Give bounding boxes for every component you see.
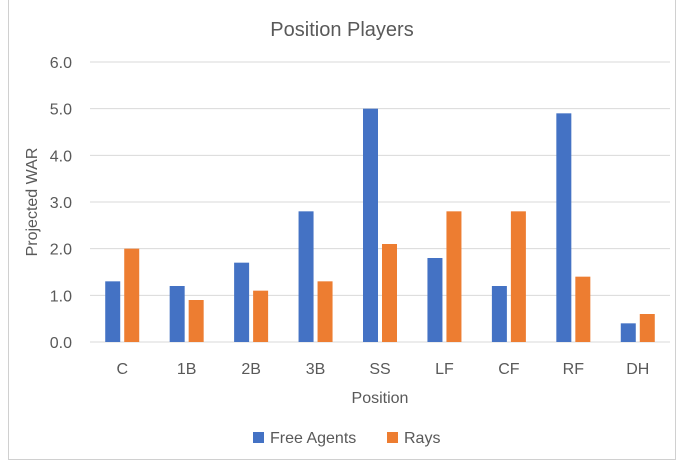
legend-swatch bbox=[387, 432, 398, 443]
x-tick-label: 2B bbox=[241, 361, 261, 378]
bar-rays-cf[interactable] bbox=[510, 211, 526, 342]
bar-free-agents-rf[interactable] bbox=[556, 113, 572, 342]
y-tick-label: 5.0 bbox=[50, 102, 72, 119]
bar-free-agents-3b[interactable] bbox=[298, 211, 314, 342]
x-tick-label: LF bbox=[435, 361, 454, 378]
bar-rays-dh[interactable] bbox=[639, 314, 655, 342]
x-tick-label: DH bbox=[626, 361, 649, 378]
bar-rays-rf[interactable] bbox=[575, 276, 591, 342]
bar-free-agents-cf[interactable] bbox=[491, 286, 507, 342]
bar-rays-3b[interactable] bbox=[317, 281, 333, 342]
bar-rays-ss[interactable] bbox=[382, 244, 397, 342]
bar-rays-c[interactable] bbox=[124, 248, 140, 342]
y-tick-label: 2.0 bbox=[50, 242, 72, 259]
bar-free-agents-2b[interactable] bbox=[234, 262, 250, 342]
legend-label: Free Agents bbox=[270, 430, 356, 447]
legend-label: Rays bbox=[404, 430, 440, 447]
x-tick-label: C bbox=[116, 361, 128, 378]
y-tick-label: 3.0 bbox=[50, 195, 72, 212]
x-tick-label: 3B bbox=[306, 361, 326, 378]
bar-free-agents-1b[interactable] bbox=[169, 286, 185, 342]
y-tick-label: 4.0 bbox=[50, 148, 72, 165]
bars bbox=[105, 108, 655, 343]
x-tick-label: SS bbox=[369, 361, 390, 378]
y-tick-label: 1.0 bbox=[50, 288, 72, 305]
legend-swatch bbox=[253, 432, 264, 443]
bar-rays-2b[interactable] bbox=[253, 290, 269, 342]
gridlines bbox=[90, 61, 670, 343]
bar-rays-lf[interactable] bbox=[446, 211, 462, 342]
y-tick-label: 6.0 bbox=[50, 55, 72, 72]
x-axis-ticks: C 1B 2B 3B SS LF CF RF DH bbox=[116, 361, 649, 378]
x-axis-title: Position bbox=[352, 390, 409, 407]
chart-title: Position Players bbox=[270, 19, 413, 41]
y-tick-label: 0.0 bbox=[50, 335, 72, 352]
bar-free-agents-dh[interactable] bbox=[620, 323, 636, 342]
y-axis-ticks: 0.0 1.0 2.0 3.0 4.0 5.0 6.0 bbox=[50, 55, 72, 352]
bar-free-agents-lf[interactable] bbox=[427, 258, 443, 342]
legend: Free Agents Rays bbox=[253, 430, 440, 447]
x-tick-label: RF bbox=[563, 361, 585, 378]
bar-free-agents-ss[interactable] bbox=[363, 108, 378, 343]
bar-rays-1b[interactable] bbox=[188, 300, 204, 342]
y-axis-title: Projected WAR bbox=[24, 148, 41, 257]
x-tick-label: 1B bbox=[177, 361, 197, 378]
x-tick-label: CF bbox=[498, 361, 520, 378]
bar-free-agents-c[interactable] bbox=[105, 281, 121, 342]
